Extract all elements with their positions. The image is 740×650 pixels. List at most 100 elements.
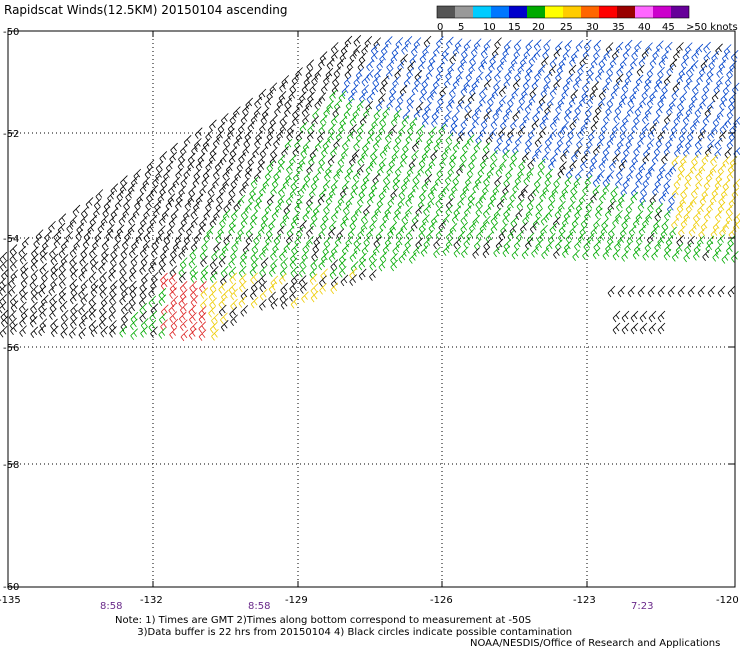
wind-barb xyxy=(306,59,315,71)
wind-barb xyxy=(298,156,307,168)
wind-barb xyxy=(320,82,329,94)
wind-barb xyxy=(606,64,614,77)
wind-barb xyxy=(618,96,627,108)
wind-barb xyxy=(78,287,86,299)
wind-barb xyxy=(475,197,484,209)
wind-barb xyxy=(445,197,454,210)
wind-barb xyxy=(593,217,601,230)
wind-barb xyxy=(694,137,703,150)
wind-barb xyxy=(574,239,582,251)
wind-barb xyxy=(291,243,299,255)
wind-barb xyxy=(645,42,653,54)
wind-barb xyxy=(557,95,566,108)
wind-barb xyxy=(703,209,712,222)
wind-barb xyxy=(305,202,314,214)
wind-barb xyxy=(338,252,347,264)
wind-barb xyxy=(9,317,17,330)
wind-barb xyxy=(298,275,307,287)
wind-barb xyxy=(632,247,641,260)
wind-barb xyxy=(539,190,547,202)
wind-barb xyxy=(691,154,699,166)
wind-barb xyxy=(648,322,657,335)
wind-barb xyxy=(182,208,191,221)
wind-barb xyxy=(415,101,424,114)
wind-barb xyxy=(379,83,388,95)
wind-barb xyxy=(499,95,507,107)
wind-barb xyxy=(517,167,525,179)
wind-barb xyxy=(305,68,314,80)
wind-barb xyxy=(311,249,319,262)
wind-barb xyxy=(498,126,506,139)
wind-barb xyxy=(633,144,641,157)
wind-barb xyxy=(259,122,267,134)
wind-barb xyxy=(599,191,607,204)
wind-barb xyxy=(510,216,519,228)
wind-barb xyxy=(566,73,574,85)
wind-barb xyxy=(385,131,393,143)
wind-barb xyxy=(383,173,391,185)
wind-barb xyxy=(693,218,701,230)
wind-barb xyxy=(290,265,299,278)
wind-barb xyxy=(557,126,566,139)
wind-barb xyxy=(88,320,97,332)
wind-barb xyxy=(120,302,129,315)
wind-barb xyxy=(642,249,650,261)
wind-barb xyxy=(127,223,136,236)
wind-barb xyxy=(592,111,601,124)
wind-barb xyxy=(338,122,346,135)
wind-barb xyxy=(580,121,589,133)
wind-barb xyxy=(540,214,549,226)
wind-barb xyxy=(107,190,115,203)
wind-barb xyxy=(591,81,600,93)
wind-barb xyxy=(386,98,394,111)
wind-barb xyxy=(646,138,655,150)
wind-barb xyxy=(483,39,492,51)
wind-barb xyxy=(709,164,718,176)
wind-barb xyxy=(58,213,67,225)
wind-barb xyxy=(318,57,326,70)
wind-barb xyxy=(88,309,97,321)
wind-barb xyxy=(433,45,441,57)
wind-barb xyxy=(140,326,148,338)
wind-barb xyxy=(483,110,492,122)
wind-barb xyxy=(507,229,515,241)
wind-barb xyxy=(590,56,599,69)
wind-barb xyxy=(49,300,58,313)
wind-barb xyxy=(693,249,701,261)
wind-barb xyxy=(409,54,418,66)
wind-barb xyxy=(419,92,427,104)
wind-barb xyxy=(326,58,335,70)
wind-barb xyxy=(88,295,97,307)
lon-label: -129 xyxy=(285,595,308,606)
wind-barb xyxy=(728,99,736,112)
wind-barb xyxy=(548,64,557,77)
wind-barb xyxy=(651,153,660,165)
wind-barb xyxy=(635,168,644,181)
wind-barb xyxy=(352,107,361,119)
legend-label: 40 xyxy=(638,22,651,33)
wind-barb xyxy=(178,151,186,164)
wind-barb xyxy=(657,66,665,79)
wind-barb xyxy=(271,176,280,189)
wind-barb xyxy=(139,246,148,258)
wind-barb xyxy=(360,212,369,224)
wind-barb xyxy=(140,254,149,267)
wind-barb xyxy=(456,100,464,112)
wind-barb xyxy=(330,282,338,295)
wind-barb xyxy=(132,207,141,219)
wind-barb xyxy=(349,250,358,262)
wind-barb xyxy=(311,74,319,86)
wind-barb xyxy=(621,310,630,323)
wind-barb xyxy=(648,310,657,323)
wind-barb xyxy=(30,301,38,314)
wind-barb xyxy=(289,290,297,302)
wind-barb xyxy=(491,46,500,59)
wind-barb xyxy=(131,239,139,251)
wind-barb xyxy=(515,208,524,220)
wind-barb xyxy=(259,184,267,197)
wind-barb xyxy=(363,107,371,119)
wind-barb xyxy=(290,297,299,309)
wind-barb xyxy=(337,194,346,206)
wind-barb xyxy=(345,98,354,111)
wind-barb xyxy=(105,229,114,241)
